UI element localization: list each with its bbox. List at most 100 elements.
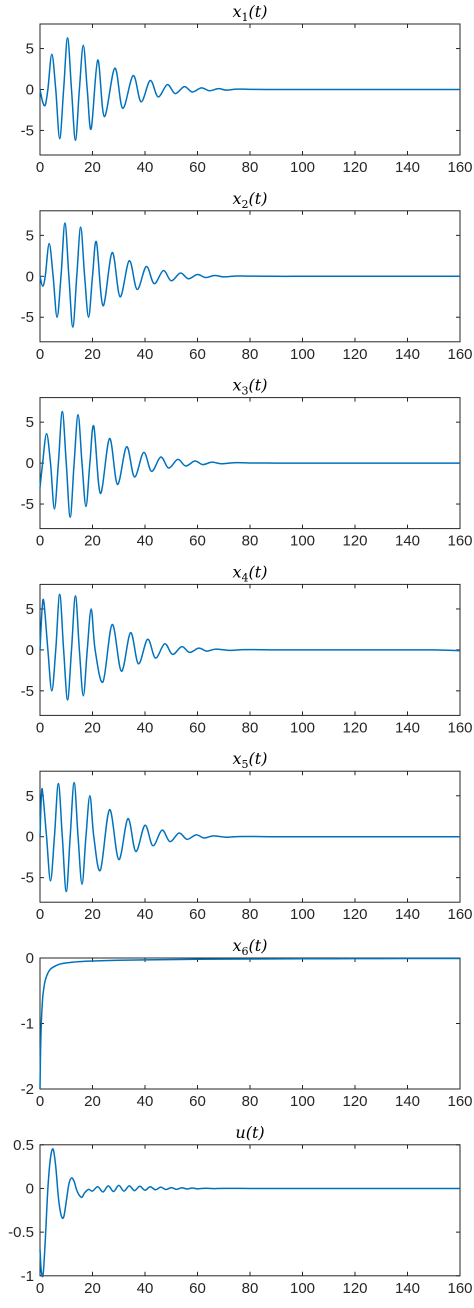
subplot-title: x5(t) <box>233 749 268 771</box>
x-tick-label: 0 <box>36 906 44 923</box>
x-tick-label: 160 <box>447 719 472 736</box>
y-tick-label: -5 <box>21 683 34 700</box>
y-tick-label: -1 <box>21 1016 34 1033</box>
x-tick-label: 0 <box>36 1280 44 1297</box>
series-line <box>39 222 460 328</box>
x-tick-label: 0 <box>36 346 44 363</box>
series-line <box>39 593 461 701</box>
y-tick-label: -5 <box>21 496 34 513</box>
x-tick-label: 100 <box>290 346 315 363</box>
x-tick-label: 120 <box>342 719 367 736</box>
y-tick-label: 0 <box>26 268 34 285</box>
x-tick-label: 120 <box>342 1093 367 1110</box>
y-tick-label: -5 <box>21 122 34 139</box>
series-line <box>39 781 460 893</box>
x-tick-label: 160 <box>447 533 472 550</box>
x-tick-label: 60 <box>189 533 206 550</box>
x-tick-label: 0 <box>36 533 44 550</box>
y-tick-label: -0.5 <box>8 1224 34 1241</box>
axes-frame <box>39 957 461 1090</box>
x-tick-label: 140 <box>395 1093 420 1110</box>
x-tick-label: 100 <box>290 719 315 736</box>
axes-frame <box>39 1144 461 1277</box>
x-tick-label: 120 <box>342 906 367 923</box>
x-tick-label: 140 <box>395 346 420 363</box>
x-tick-label: 80 <box>242 906 259 923</box>
x-tick-label: 20 <box>84 1280 101 1297</box>
x-tick-label: 80 <box>242 719 259 736</box>
subplot-title: x1(t) <box>233 2 268 24</box>
x-tick-label: 60 <box>189 1093 206 1110</box>
x-tick-label: 0 <box>36 1093 44 1110</box>
subplot-title: x4(t) <box>233 562 268 584</box>
x-tick-label: 140 <box>395 906 420 923</box>
x-tick-label: 20 <box>84 533 101 550</box>
y-tick-label: -1 <box>21 1268 34 1285</box>
x-tick-label: 20 <box>84 159 101 176</box>
subplot-1: x1(t) 0 20 40 60 80 100 120 140 160 5 0 -5 <box>21 2 473 176</box>
x-tick-label: 160 <box>447 906 472 923</box>
x-tick-label: 60 <box>189 346 206 363</box>
x-tick-label: 20 <box>84 1093 101 1110</box>
x-tick-label: 40 <box>137 533 154 550</box>
subplot-3: x3(t) 0 20 40 60 80 100 120 140 160 5 0 -5 <box>21 376 473 550</box>
x-tick-label: 100 <box>290 1093 315 1110</box>
x-tick-label: 20 <box>84 346 101 363</box>
x-tick-label: 160 <box>447 346 472 363</box>
series-line <box>39 957 461 1090</box>
x-tick-label: 160 <box>447 159 472 176</box>
y-tick-label: 0 <box>26 455 34 472</box>
x-tick-label: 120 <box>342 1280 367 1297</box>
x-tick-label: 120 <box>342 346 367 363</box>
x-tick-label: 100 <box>290 533 315 550</box>
y-tick-label: 5 <box>26 227 34 244</box>
x-tick-label: 100 <box>290 906 315 923</box>
x-tick-label: 20 <box>84 719 101 736</box>
series-line <box>39 410 460 518</box>
x-tick-label: 80 <box>242 1093 259 1110</box>
x-tick-label: 140 <box>395 1280 420 1297</box>
subplot-title: x2(t) <box>233 189 268 211</box>
y-tick-label: 5 <box>26 41 34 58</box>
x-tick-label: 60 <box>189 906 206 923</box>
x-tick-label: 160 <box>447 1280 472 1297</box>
y-tick-label: 5 <box>26 414 34 431</box>
subplot-title: x6(t) <box>233 936 268 958</box>
y-tick-label: 0 <box>26 950 34 967</box>
y-tick-label: 5 <box>26 601 34 618</box>
y-tick-label: 0 <box>26 829 34 846</box>
subplot-4: x4(t) 0 20 40 60 80 100 120 140 160 5 0 -5 <box>21 562 473 736</box>
x-tick-label: 0 <box>36 159 44 176</box>
y-tick-label: 0 <box>26 642 34 659</box>
y-tick-label: -5 <box>21 309 34 326</box>
subplot-2: x2(t) 0 20 40 60 80 100 120 140 160 5 0 -5 <box>21 189 473 363</box>
subplot-title: u(t) <box>235 1123 264 1142</box>
x-tick-label: 80 <box>242 533 259 550</box>
x-tick-label: 40 <box>137 346 154 363</box>
subplot-7: u(t) 0 20 40 60 80 100 120 140 160 0.5 0 -0.5 -1 <box>8 1123 472 1297</box>
y-tick-label: 5 <box>26 788 34 805</box>
x-tick-label: 40 <box>137 719 154 736</box>
x-tick-label: 40 <box>137 1093 154 1110</box>
x-tick-label: 60 <box>189 1280 206 1297</box>
x-tick-label: 120 <box>342 533 367 550</box>
y-tick-label: 0 <box>26 1180 34 1197</box>
x-tick-label: 40 <box>137 906 154 923</box>
x-tick-label: 140 <box>395 719 420 736</box>
x-tick-label: 160 <box>447 1093 472 1110</box>
series-line <box>39 1148 461 1278</box>
x-tick-label: 80 <box>242 159 259 176</box>
subplot-6: x6(t) 0 20 40 60 80 100 120 140 160 0 -1 -2 <box>21 936 473 1110</box>
x-tick-label: 120 <box>342 159 367 176</box>
x-tick-label: 40 <box>137 1280 154 1297</box>
subplot-5: x5(t) 0 20 40 60 80 100 120 140 160 5 0 -5 <box>21 749 473 923</box>
x-tick-label: 100 <box>290 159 315 176</box>
x-tick-label: 100 <box>290 1280 315 1297</box>
x-tick-label: 140 <box>395 533 420 550</box>
y-tick-label: 0 <box>26 82 34 99</box>
subplot-title: x3(t) <box>233 376 268 398</box>
x-tick-label: 140 <box>395 159 420 176</box>
y-tick-label: -2 <box>21 1081 34 1098</box>
x-tick-label: 0 <box>36 719 44 736</box>
